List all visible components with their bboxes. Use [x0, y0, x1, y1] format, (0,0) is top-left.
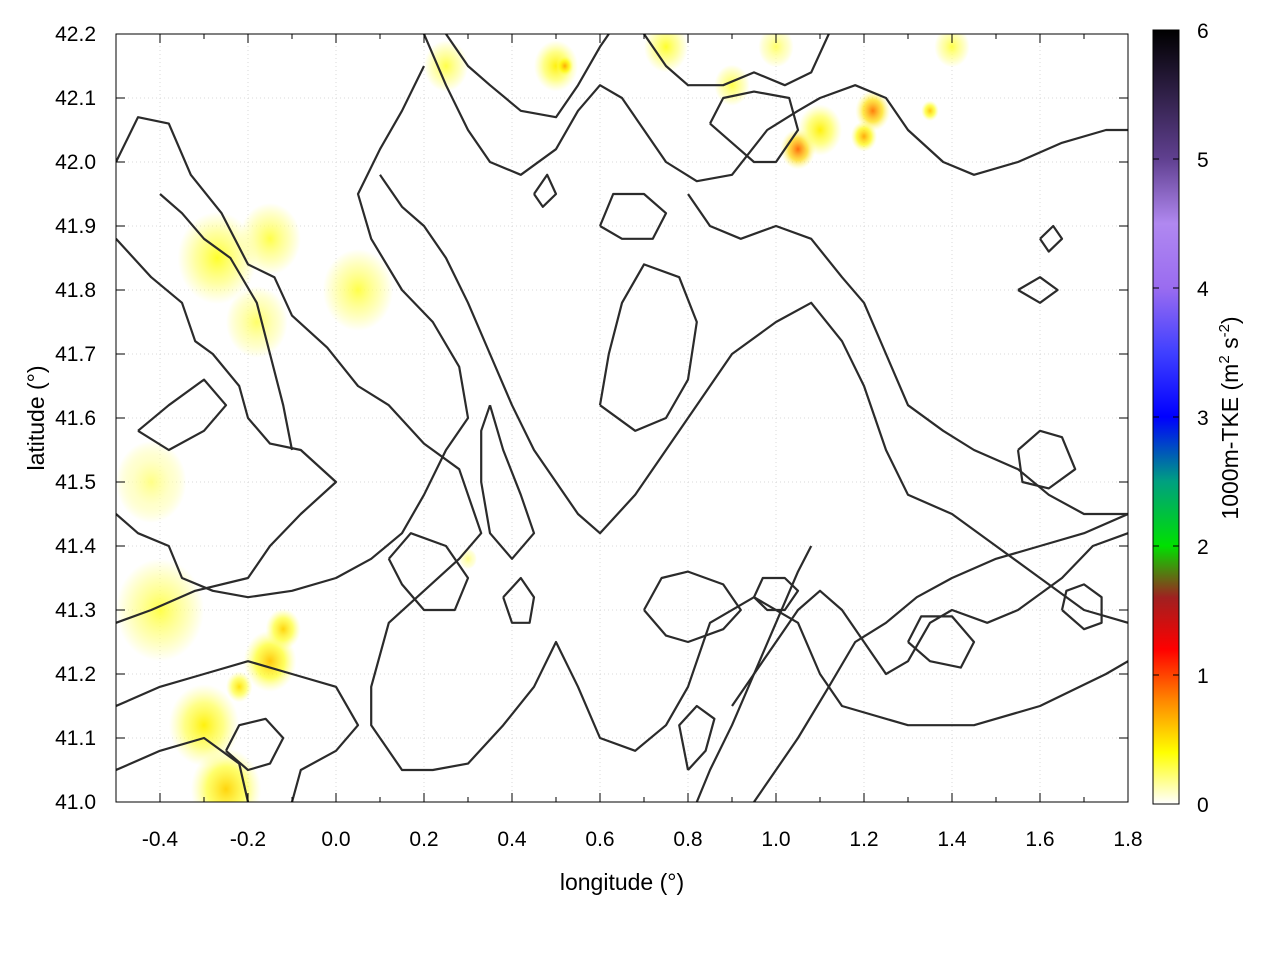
tke-blob [116, 441, 187, 523]
y-tick-label: 41.8 [55, 279, 96, 302]
contour-line [753, 512, 1128, 802]
contour-lines [116, 34, 1128, 802]
y-tick-label: 41.6 [55, 407, 96, 430]
contour-line [445, 34, 610, 119]
contour-line [533, 173, 558, 208]
colorbar-tick-label: 3 [1197, 407, 1209, 430]
colorbar-tick-label: 4 [1197, 278, 1209, 301]
tke-blob [168, 684, 240, 767]
x-tick-label: 1.4 [937, 828, 967, 851]
y-tick-label: 41.5 [55, 471, 96, 494]
tke-blob [644, 34, 688, 73]
contour-line [753, 576, 800, 612]
y-tick-label: 41.9 [55, 215, 96, 238]
tke-blob [921, 100, 939, 122]
contour-line [116, 238, 338, 624]
y-tick-label: 42.2 [55, 23, 96, 46]
tke-blob [265, 608, 301, 650]
x-tick-label: 1.6 [1025, 828, 1054, 851]
tke-blob [177, 211, 257, 305]
contour-line [379, 174, 1128, 624]
y-tick-label: 41.1 [55, 727, 96, 750]
colorbar-tick-label: 0 [1197, 794, 1209, 817]
x-tick-label: 1.8 [1113, 828, 1142, 851]
colorbar-tick-label: 6 [1197, 20, 1209, 43]
x-tick-label: 0.0 [321, 828, 350, 851]
y-axis-title: latitude (°) [23, 365, 49, 470]
contour-line [1016, 429, 1077, 490]
contour-line [907, 615, 976, 669]
tke-blob [798, 104, 842, 156]
contour-line [1060, 583, 1103, 631]
contour-line [731, 532, 1128, 707]
contour-line [422, 34, 1128, 183]
y-tick-label: 41.0 [55, 791, 96, 814]
colorbar-ticks: 0 1 2 3 4 5 6 [1153, 20, 1209, 817]
tke-blob [226, 671, 253, 703]
contour-line [159, 193, 294, 451]
colorbar-tick-label: 2 [1197, 536, 1209, 559]
contour-line [678, 704, 716, 771]
x-tick-label: 0.2 [409, 828, 438, 851]
tke-blob [116, 558, 204, 662]
y-tick-label: 41.4 [55, 535, 96, 558]
colorbar-tick-label: 5 [1197, 149, 1209, 172]
contour-line [598, 263, 698, 432]
x-axis-ticks: -0.4 -0.2 0.0 0.2 0.4 0.6 0.8 1.0 1.2 1.4 1.6 1.8 [115, 34, 1143, 851]
contour-line [387, 532, 470, 612]
y-tick-label: 41.3 [55, 599, 96, 622]
tke-blob [190, 748, 262, 802]
contour-line [116, 65, 470, 599]
x-axis-title: longitude (°) [560, 869, 684, 895]
colorbar-tick-label: 1 [1197, 665, 1209, 688]
contour-line [643, 570, 742, 644]
x-tick-label: 1.2 [849, 828, 878, 851]
x-tick-label: -0.4 [142, 828, 179, 851]
contour-line [695, 545, 813, 802]
tke-blob [322, 249, 394, 331]
tke-field [116, 34, 970, 802]
x-tick-label: 0.4 [497, 828, 527, 851]
tke-blob [239, 202, 301, 275]
contour-line [225, 717, 285, 772]
x-tick-label: 0.8 [673, 828, 702, 851]
tke-blob [424, 40, 468, 92]
contour-line [709, 90, 800, 164]
contour-line [643, 34, 830, 87]
y-tick-label: 41.2 [55, 663, 96, 686]
tke-blob [556, 55, 574, 77]
y-tick-label: 41.7 [55, 343, 96, 366]
tke-blob [758, 34, 794, 68]
contour-line [116, 660, 360, 802]
tke-blob [850, 121, 878, 152]
tke-blob [225, 286, 288, 358]
contour-line [116, 116, 1128, 772]
contour-line [116, 736, 250, 802]
x-tick-label: 1.0 [761, 828, 790, 851]
contour-line [598, 192, 668, 240]
contour-line [1039, 224, 1064, 253]
contour-line [1017, 276, 1059, 304]
y-axis-ticks: 41.0 41.1 41.2 41.3 41.4 41.5 41.6 41.7 41.8 41.9… [55, 23, 1128, 814]
contour-line [502, 576, 536, 624]
colorbar-title: 1000m-TKE (m2 s-2) [1216, 316, 1243, 519]
contour-line [480, 404, 536, 560]
tke-blob [934, 34, 970, 68]
y-tick-label: 42.0 [55, 151, 96, 174]
contour-line [137, 378, 228, 452]
x-tick-label: 0.6 [585, 828, 614, 851]
tke-blob [459, 548, 477, 570]
y-tick-label: 42.1 [55, 87, 96, 110]
x-tick-label: -0.2 [230, 828, 266, 851]
